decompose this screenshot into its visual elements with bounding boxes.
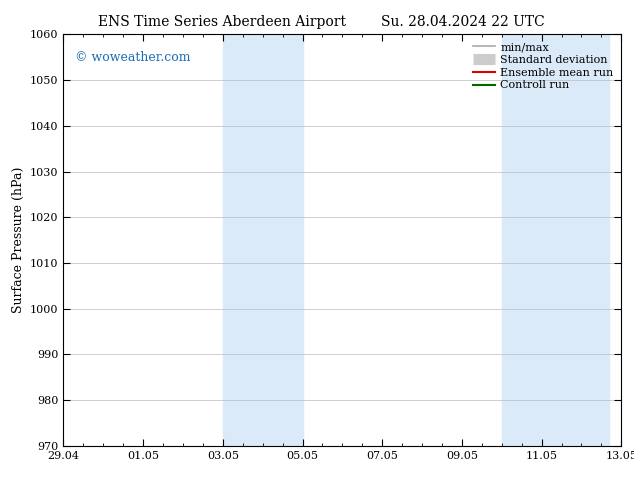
Text: Su. 28.04.2024 22 UTC: Su. 28.04.2024 22 UTC — [381, 15, 545, 29]
Bar — [501, 34, 609, 446]
Legend: min/max, Standard deviation, Ensemble mean run, Controll run: min/max, Standard deviation, Ensemble me… — [470, 40, 616, 93]
Y-axis label: Surface Pressure (hPa): Surface Pressure (hPa) — [11, 167, 25, 313]
Text: © woweather.com: © woweather.com — [75, 51, 190, 64]
Bar — [223, 34, 302, 446]
Text: ENS Time Series Aberdeen Airport: ENS Time Series Aberdeen Airport — [98, 15, 346, 29]
